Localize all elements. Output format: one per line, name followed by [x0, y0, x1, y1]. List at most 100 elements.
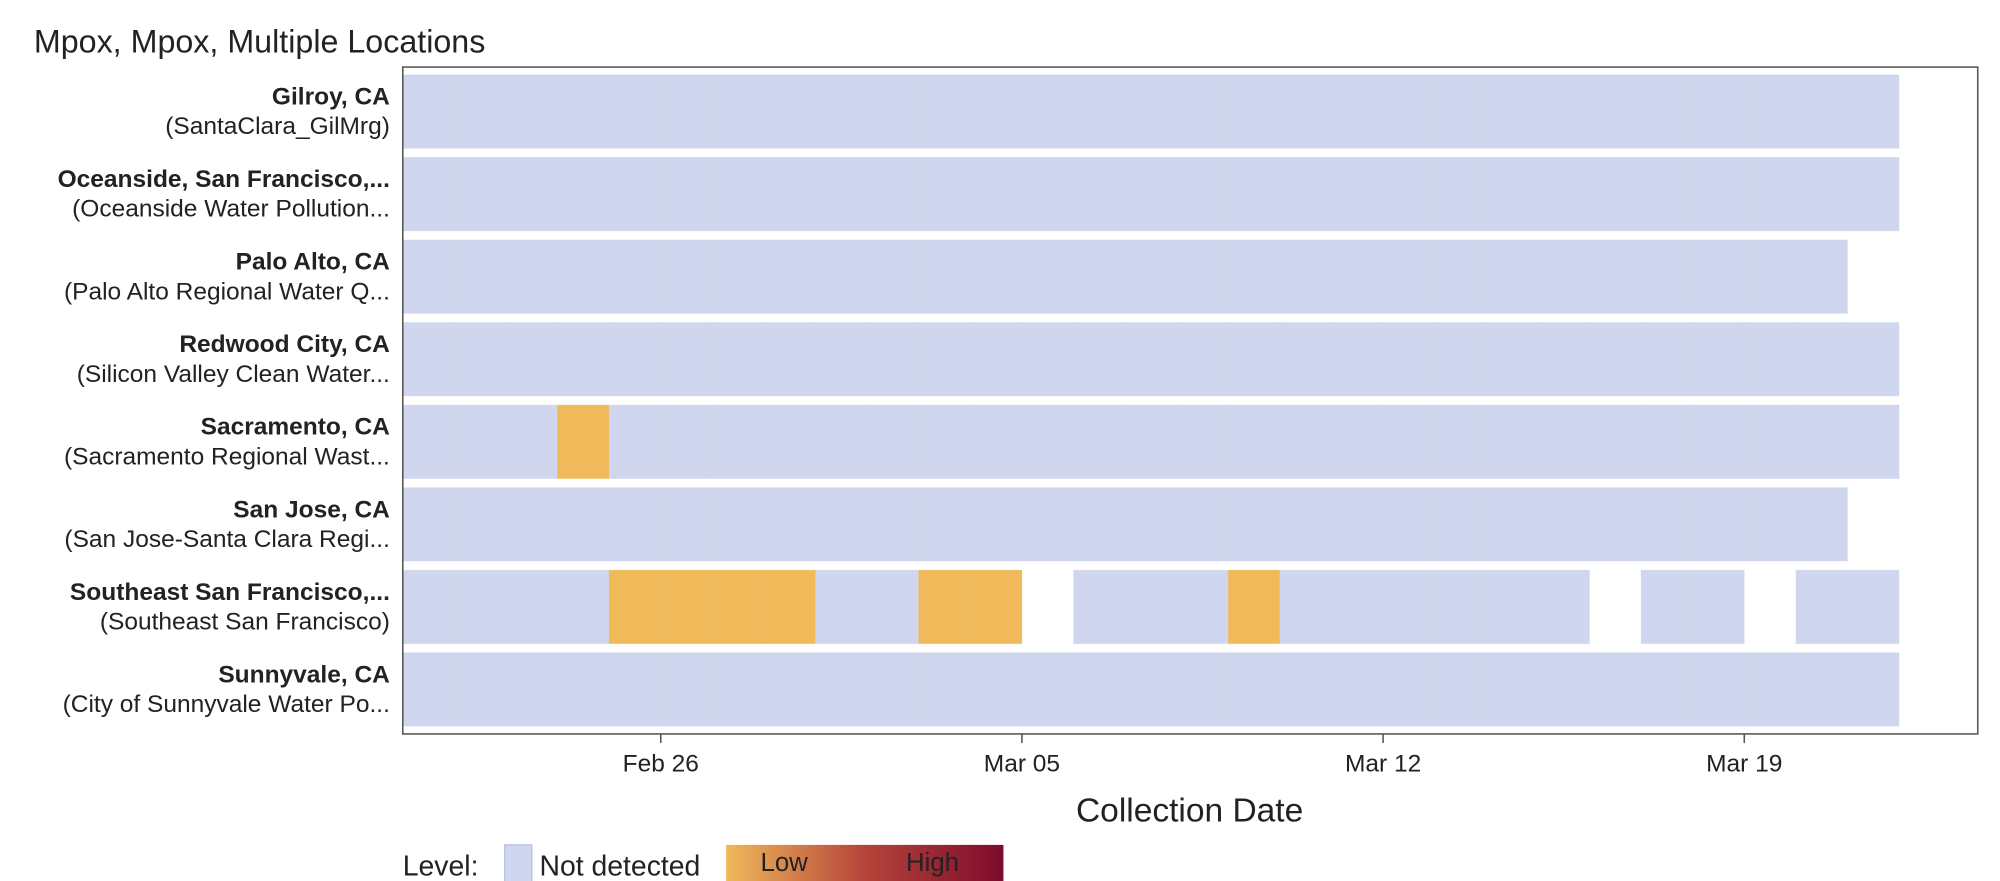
heat-cell [402, 74, 455, 149]
row-label: Oceanside, San Francisco,... [58, 166, 390, 193]
x-tick-label: Mar 19 [1706, 750, 1782, 777]
heat-cell [1176, 569, 1229, 645]
heat-cell [1537, 569, 1590, 645]
heat-cell [505, 404, 558, 479]
heat-cell [1589, 322, 1642, 397]
heat-cell [1176, 239, 1229, 314]
heat-cell [1279, 156, 1332, 232]
heat-cell [815, 156, 868, 232]
heat-cell [1640, 239, 1694, 314]
heat-cell [1692, 569, 1745, 645]
heat-cell [815, 322, 868, 397]
heat-cell [505, 487, 558, 562]
heat-cell [1692, 487, 1745, 562]
heat-cell [711, 322, 765, 397]
heat-cell [557, 487, 610, 562]
heat-cell [1382, 322, 1436, 397]
heat-cell [918, 569, 971, 645]
heat-cell [1847, 652, 1900, 727]
heat-cell [1124, 569, 1178, 645]
heat-cell [1021, 652, 1074, 727]
heat-cell [1434, 487, 1487, 562]
heat-cell [969, 569, 1023, 645]
heat-cell [1640, 487, 1694, 562]
heat-cell [660, 487, 713, 562]
heat-cell [1692, 239, 1745, 314]
heat-cell [1279, 239, 1332, 314]
heat-cell [815, 652, 868, 727]
heat-cell [1176, 404, 1229, 479]
heat-cell [763, 322, 816, 397]
heat-cell [1589, 156, 1642, 232]
heat-cell [711, 156, 765, 232]
heat-cell [763, 487, 816, 562]
heat-cell [1589, 239, 1642, 314]
heat-cell [866, 239, 920, 314]
legend-title: Level: [403, 851, 479, 881]
heat-cell [1227, 404, 1281, 479]
row-label: Sunnyvale, CA [218, 661, 390, 688]
heat-cell [1331, 74, 1384, 149]
heat-cell [1743, 652, 1797, 727]
heat-cell [1279, 404, 1332, 479]
heat-cell [763, 652, 816, 727]
heat-cell [1073, 74, 1126, 149]
heat-cell [1485, 487, 1539, 562]
heat-cell [1176, 652, 1229, 727]
row-label: San Jose, CA [233, 496, 390, 523]
heat-cell [763, 156, 816, 232]
heat-cell [1073, 569, 1126, 645]
heat-cell [557, 404, 610, 479]
heat-cell [1073, 322, 1126, 397]
heat-cell [402, 239, 455, 314]
heat-cell [557, 322, 610, 397]
heat-cell [1382, 569, 1436, 645]
heat-cell [402, 404, 455, 479]
heat-cell [1537, 652, 1590, 727]
heat-cell [711, 569, 765, 645]
heat-cell [1124, 404, 1178, 479]
heat-cell [1382, 74, 1436, 149]
heat-cell [1743, 239, 1797, 314]
heat-cell [1795, 404, 1848, 479]
heat-cell [402, 156, 455, 232]
heat-cell [1847, 74, 1900, 149]
heat-cell [1176, 74, 1229, 149]
heat-cell [660, 156, 713, 232]
heat-cell [1227, 652, 1281, 727]
heat-cell [1227, 74, 1281, 149]
heat-cell [866, 487, 920, 562]
heat-cell [1795, 569, 1848, 645]
heat-cell [1847, 156, 1900, 232]
row-label: Palo Alto, CA [236, 249, 391, 276]
heat-cell [918, 239, 971, 314]
heat-cell [1021, 74, 1074, 149]
heat-cell [1382, 404, 1436, 479]
heat-cell [969, 322, 1023, 397]
heat-cell [660, 322, 713, 397]
heat-cell [557, 652, 610, 727]
heat-cell [969, 487, 1023, 562]
heat-cell [918, 487, 971, 562]
heat-cell [505, 569, 558, 645]
heat-cell [1640, 156, 1694, 232]
heat-cell [557, 569, 610, 645]
heat-cell [1847, 322, 1900, 397]
heat-cell [1227, 487, 1281, 562]
heat-cell [711, 652, 765, 727]
row-sublabel: (Silicon Valley Clean Water... [77, 361, 390, 388]
heat-cell [1485, 569, 1539, 645]
row-label: Redwood City, CA [179, 331, 390, 358]
heat-cell [557, 156, 610, 232]
heat-cell [402, 322, 455, 397]
heat-cell [505, 322, 558, 397]
heat-cell [1485, 404, 1539, 479]
row-sublabel: (Southeast San Francisco) [100, 608, 390, 635]
heat-cell [918, 404, 971, 479]
heat-cell [402, 652, 455, 727]
heat-cell [608, 569, 662, 645]
x-tick-label: Feb 26 [623, 750, 699, 777]
heat-cell [1331, 487, 1384, 562]
heat-cell [1795, 239, 1848, 314]
heat-cell [1692, 652, 1745, 727]
